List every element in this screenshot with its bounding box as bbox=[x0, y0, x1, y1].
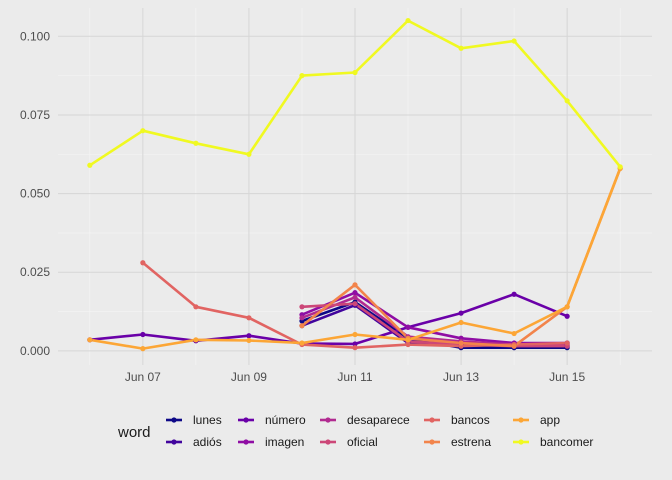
series-line-oficial bbox=[300, 302, 569, 348]
data-point-app bbox=[352, 331, 358, 338]
x-tick-label: Jun 09 bbox=[231, 370, 267, 384]
data-point-imagen bbox=[405, 324, 411, 330]
legend-key-point bbox=[171, 417, 177, 423]
data-point-estrena bbox=[511, 343, 517, 349]
legend-item-oficial: oficial bbox=[320, 435, 378, 449]
y-tick-label: 0.000 bbox=[20, 344, 50, 358]
data-point-bancomer bbox=[352, 69, 358, 76]
legend-key-point bbox=[243, 417, 249, 423]
legend-key-point bbox=[429, 439, 435, 445]
data-point-app bbox=[405, 337, 411, 343]
data-point-estrena bbox=[458, 340, 464, 346]
data-point-app bbox=[246, 337, 252, 344]
legend-key-point bbox=[518, 439, 524, 445]
legend-label: lunes bbox=[193, 413, 222, 427]
legend-label: estrena bbox=[451, 435, 491, 449]
data-point-app bbox=[87, 337, 93, 343]
legend-item-estrena: estrena bbox=[424, 435, 491, 449]
data-point-bancomer bbox=[458, 45, 464, 51]
data-point-bancomer bbox=[87, 162, 93, 168]
data-point-numero bbox=[246, 333, 252, 339]
data-point-oficial bbox=[299, 304, 305, 310]
legend-key-point bbox=[171, 439, 177, 445]
legend-key-point bbox=[243, 439, 249, 445]
data-point-bancomer bbox=[299, 73, 305, 79]
data-point-estrena bbox=[299, 323, 305, 329]
x-axis-tick-labels: Jun 07 Jun 09 Jun 11 Jun 13 Jun 15 bbox=[125, 370, 586, 384]
legend-item-bancos: bancos bbox=[424, 413, 490, 427]
data-point-bancomer bbox=[405, 17, 411, 24]
data-point-bancos bbox=[246, 315, 252, 321]
legend-label: número bbox=[265, 413, 306, 427]
data-point-numero bbox=[564, 313, 570, 319]
data-point-numero bbox=[458, 310, 464, 316]
x-tick-label: Jun 07 bbox=[125, 370, 161, 384]
legend-key-point bbox=[325, 417, 331, 423]
legend-label: adiós bbox=[193, 435, 222, 449]
data-point-bancos bbox=[193, 304, 199, 310]
y-tick-label: 0.100 bbox=[20, 29, 50, 43]
legend-label: bancomer bbox=[540, 435, 593, 449]
data-point-numero bbox=[511, 291, 517, 297]
data-point-desaparece bbox=[352, 294, 358, 300]
y-axis-tick-labels: 0.000 0.025 0.050 0.075 0.100 bbox=[20, 29, 50, 358]
legend: word lunes adiós número imagen desaparece ofi… bbox=[117, 413, 593, 449]
data-point-numero bbox=[140, 331, 146, 338]
data-point-app bbox=[299, 340, 305, 346]
y-tick-label: 0.050 bbox=[20, 187, 50, 201]
data-point-app bbox=[564, 304, 570, 310]
legend-item-numero: número bbox=[238, 413, 306, 427]
legend-item-lunes: lunes bbox=[166, 413, 222, 427]
legend-item-bancomer: bancomer bbox=[513, 435, 593, 449]
legend-label: oficial bbox=[347, 435, 378, 449]
legend-title: word bbox=[117, 424, 151, 441]
legend-item-desaparece: desaparece bbox=[320, 413, 410, 427]
legend-key-point bbox=[518, 417, 524, 423]
data-point-oficial bbox=[352, 301, 358, 307]
data-point-bancomer bbox=[246, 151, 252, 157]
series-points bbox=[87, 17, 623, 352]
legend-label: bancos bbox=[451, 413, 490, 427]
legend-item-imagen: imagen bbox=[238, 435, 304, 449]
series-line-imagen bbox=[300, 291, 569, 345]
legend-label: app bbox=[540, 413, 560, 427]
y-tick-label: 0.075 bbox=[20, 108, 50, 122]
series-line-numero bbox=[88, 292, 569, 346]
legend-key-point bbox=[429, 417, 435, 423]
data-point-bancos bbox=[352, 345, 358, 351]
data-point-bancos bbox=[564, 340, 570, 346]
data-point-numero bbox=[352, 341, 358, 347]
data-point-app bbox=[140, 346, 146, 352]
y-tick-label: 0.025 bbox=[20, 265, 50, 279]
data-point-bancos bbox=[405, 341, 411, 348]
data-point-bancomer bbox=[193, 140, 199, 146]
data-point-app bbox=[193, 337, 199, 343]
data-point-bancomer bbox=[617, 164, 623, 170]
data-point-bancomer bbox=[511, 38, 517, 44]
x-tick-label: Jun 11 bbox=[337, 370, 372, 384]
legend-label: imagen bbox=[265, 435, 304, 449]
x-tick-label: Jun 13 bbox=[443, 370, 479, 384]
legend-label: desaparece bbox=[347, 413, 410, 427]
data-point-app bbox=[511, 330, 517, 337]
data-point-imagen bbox=[352, 290, 358, 296]
data-point-bancomer bbox=[140, 128, 146, 134]
data-point-bancomer bbox=[564, 98, 570, 104]
data-point-bancos bbox=[140, 260, 146, 266]
x-tick-label: Jun 15 bbox=[549, 370, 585, 384]
legend-item-adios: adiós bbox=[166, 435, 222, 449]
data-point-app bbox=[458, 319, 464, 326]
legend-item-app: app bbox=[513, 413, 560, 427]
grid-lines bbox=[58, 8, 652, 365]
legend-key-point bbox=[325, 439, 331, 445]
data-point-desaparece bbox=[299, 315, 305, 321]
data-point-estrena bbox=[352, 282, 358, 288]
